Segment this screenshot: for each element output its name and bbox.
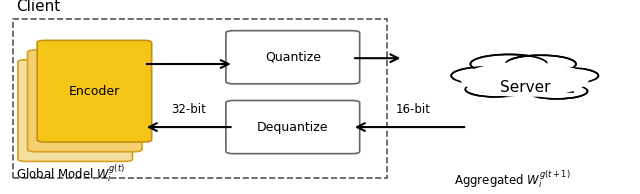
Ellipse shape	[454, 60, 595, 99]
FancyBboxPatch shape	[28, 50, 142, 152]
Text: Quantize: Quantize	[265, 51, 321, 64]
Text: Aggregated $W_i^{g(t+1)}$: Aggregated $W_i^{g(t+1)}$	[454, 169, 570, 190]
Text: Dequantize: Dequantize	[257, 120, 328, 134]
FancyBboxPatch shape	[226, 100, 360, 154]
Ellipse shape	[526, 83, 588, 99]
Ellipse shape	[470, 55, 547, 74]
Text: 32-bit: 32-bit	[172, 103, 206, 116]
FancyBboxPatch shape	[226, 31, 360, 84]
Ellipse shape	[534, 68, 598, 84]
Ellipse shape	[506, 55, 576, 73]
Text: Encoder: Encoder	[69, 85, 120, 98]
FancyBboxPatch shape	[18, 60, 132, 161]
FancyBboxPatch shape	[37, 40, 152, 142]
Ellipse shape	[465, 81, 527, 97]
Ellipse shape	[451, 67, 522, 84]
Text: Global Model $W_i^{g(t)}$: Global Model $W_i^{g(t)}$	[16, 163, 125, 184]
Text: Client: Client	[16, 0, 60, 14]
Text: Server: Server	[500, 80, 550, 95]
Ellipse shape	[493, 75, 563, 92]
Text: 16-bit: 16-bit	[396, 103, 430, 116]
Ellipse shape	[461, 62, 589, 97]
